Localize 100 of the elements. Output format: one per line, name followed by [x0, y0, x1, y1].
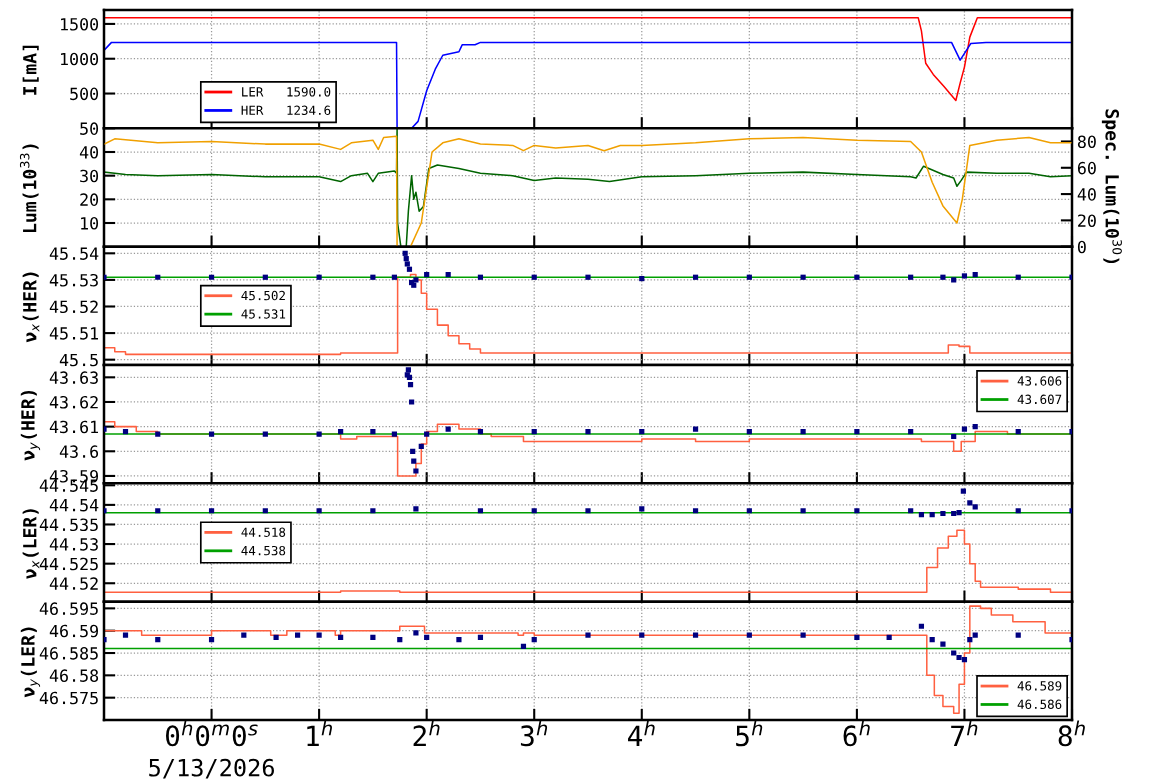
point: [908, 428, 914, 435]
point: [316, 431, 322, 437]
legend-label: LER 1590.0: [242, 87, 331, 97]
point: [951, 510, 957, 517]
x-tick-label: 2$^{h}$: [413, 720, 440, 746]
point: [918, 623, 925, 629]
y-tick-label: 46.585: [39, 647, 98, 660]
point: [960, 488, 966, 494]
point: [370, 508, 376, 514]
y-tick-label: 1500: [61, 17, 99, 31]
text: 5/13/2026: [149, 758, 274, 779]
point: [956, 654, 962, 661]
y-tick-label: 43.62: [49, 395, 98, 409]
y-tick-label: 10: [81, 217, 99, 230]
point: [800, 274, 806, 280]
point: [477, 508, 484, 514]
legend-label: 46.589: [1017, 681, 1062, 691]
point: [208, 274, 215, 280]
point: [854, 428, 860, 435]
point: [639, 275, 645, 282]
y2-tick-label: 0: [1077, 240, 1086, 254]
y2-tick-label: 60: [1077, 161, 1096, 175]
point: [208, 431, 215, 437]
x-tick-label: 3$^{h}$: [520, 720, 548, 747]
point: [122, 632, 129, 638]
point: [585, 508, 591, 514]
point: [411, 458, 417, 464]
point: [338, 428, 344, 435]
point: [208, 637, 215, 643]
point: [1015, 508, 1021, 514]
point: [262, 431, 268, 437]
point: [929, 637, 935, 643]
point: [951, 433, 957, 440]
point: [886, 634, 892, 640]
point: [445, 426, 451, 432]
y-tick-label: 43.61: [49, 420, 99, 434]
point: [746, 508, 752, 514]
point: [940, 274, 946, 280]
point: [692, 508, 699, 514]
y-tick-label: 46.595: [39, 602, 98, 615]
point: [262, 274, 268, 280]
point: [1015, 428, 1021, 435]
point: [155, 637, 161, 643]
y-tick-label: 46.59: [49, 624, 99, 638]
point: [800, 632, 806, 638]
point: [262, 508, 268, 514]
point: [405, 367, 411, 373]
y-tick-label: 45.53: [49, 273, 98, 287]
point: [316, 274, 322, 280]
point: [122, 428, 129, 435]
point: [404, 261, 410, 267]
point: [940, 641, 946, 647]
point: [639, 632, 645, 638]
point: [477, 274, 484, 280]
point: [746, 428, 752, 435]
point: [391, 274, 397, 280]
point: [531, 428, 537, 435]
x-tick-label: 8$^{h}$: [1058, 720, 1085, 747]
y-tick-label: 500: [70, 87, 99, 101]
point: [854, 634, 860, 640]
point: [456, 637, 462, 643]
x-tick-label: 6$^{h}$: [843, 720, 870, 747]
point: [424, 634, 430, 640]
point: [406, 266, 413, 272]
point: [418, 443, 424, 449]
point: [800, 428, 806, 435]
point: [854, 274, 860, 280]
point: [639, 428, 645, 435]
y-tick-label: 44.535: [39, 518, 98, 532]
point: [692, 274, 699, 280]
y-tick-label: 46.58: [49, 669, 99, 682]
y-tick-label: 30: [80, 169, 99, 183]
y2-tick-label: 40: [1077, 188, 1096, 201]
line-series: [104, 16, 1072, 102]
x-tick-label: 0$^{h}$0$^{m}$0$^{s}$: [166, 720, 258, 747]
point: [477, 428, 484, 435]
y-tick-label: 45.54: [49, 247, 99, 260]
y-axis-title: I[mA]: [22, 45, 39, 95]
point: [639, 506, 645, 512]
point: [961, 657, 968, 663]
point: [908, 508, 914, 514]
y-axis-title: ν$_{y}$(HER): [20, 390, 41, 461]
legend-label: 45.502: [241, 290, 285, 301]
legend-label: 43.606: [1017, 376, 1062, 386]
point: [585, 274, 591, 280]
point: [155, 431, 161, 437]
point: [403, 256, 409, 262]
point: [746, 274, 752, 280]
point: [370, 634, 376, 640]
point: [316, 632, 322, 638]
point: [338, 634, 344, 640]
legend-label: 44.518: [241, 527, 286, 537]
legend-label: HER 1234.6: [241, 105, 331, 115]
y2-tick-label: 20: [1078, 214, 1096, 227]
point: [746, 632, 752, 638]
point: [410, 448, 416, 454]
point: [972, 504, 978, 510]
x-tick-label: 7$^{h}$: [951, 720, 978, 746]
y-tick-label: 44.525: [39, 557, 98, 571]
y-axis-title: Lum(10$^{33}$): [19, 144, 39, 233]
